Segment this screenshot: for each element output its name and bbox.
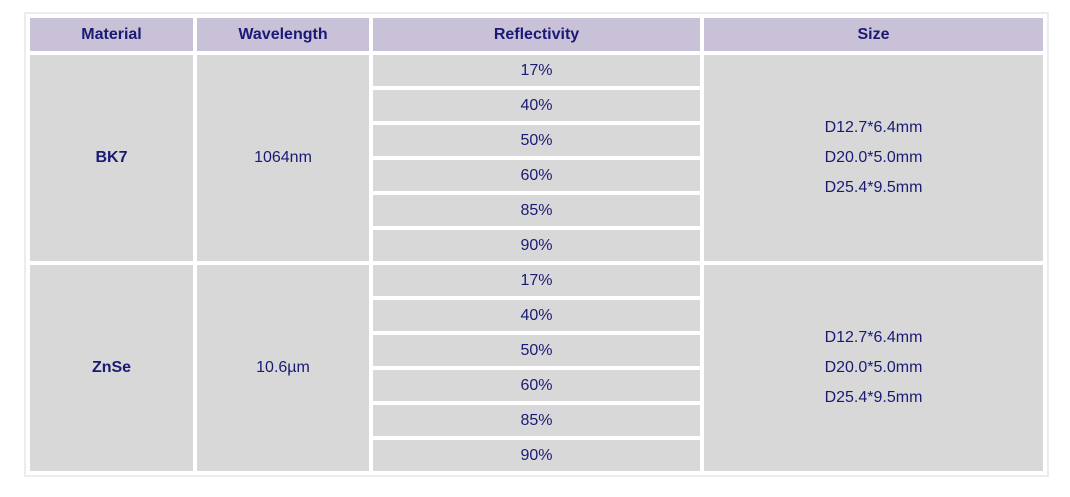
- size-lines: D12.7*6.4mm D20.0*5.0mm D25.4*9.5mm: [825, 323, 923, 413]
- material-cell: ZnSe: [30, 265, 193, 471]
- reflectivity-cell: 90%: [373, 440, 700, 471]
- reflectivity-cell: 50%: [373, 335, 700, 366]
- size-line: D12.7*6.4mm: [824, 119, 923, 136]
- spec-row: BK7 1064nm 17% D12.7*6.4mm D20.0*5.0mm D25.4*…: [30, 55, 1043, 261]
- size-cell: D12.7*6.4mm D20.0*5.0mm D25.4*9.5mm: [704, 55, 1043, 261]
- spec-row: 50%: [30, 335, 1043, 366]
- spec-row: 60%: [30, 370, 1043, 401]
- reflectivity-cell: 17%: [373, 55, 700, 86]
- reflectivity-cell: 17%: [373, 265, 700, 296]
- wavelength-cell: 10.6µm: [197, 265, 369, 471]
- spec-row: 50%: [30, 125, 1043, 156]
- reflectivity-cell: 60%: [373, 370, 700, 401]
- size-line: D25.4*9.5mm: [824, 389, 923, 406]
- size-line: D20.0*5.0mm: [824, 149, 923, 166]
- spec-row: 90%: [30, 440, 1043, 471]
- reflectivity-cell: 85%: [373, 405, 700, 436]
- reflectivity-cell: 40%: [373, 300, 700, 331]
- size-line: D12.7*6.4mm: [824, 329, 923, 346]
- spec-row: 85%: [30, 195, 1043, 226]
- header-row: Material Wavelength Reflectivity Size: [30, 18, 1043, 51]
- reflectivity-cell: 60%: [373, 160, 700, 191]
- size-cell: D12.7*6.4mm D20.0*5.0mm D25.4*9.5mm: [704, 265, 1043, 471]
- spec-row: 85%: [30, 405, 1043, 436]
- size-line: D20.0*5.0mm: [824, 359, 923, 376]
- header-wavelength: Wavelength: [197, 18, 369, 51]
- size-lines: D12.7*6.4mm D20.0*5.0mm D25.4*9.5mm: [825, 113, 923, 203]
- header-reflectivity: Reflectivity: [373, 18, 700, 51]
- header-material: Material: [30, 18, 193, 51]
- spec-row: ZnSe 10.6µm 17% D12.7*6.4mm D20.0*5.0mm D25.4…: [30, 265, 1043, 471]
- optics-spec-table: Material Wavelength Reflectivity Size BK…: [24, 12, 1049, 477]
- wavelength-cell: 1064nm: [197, 55, 369, 261]
- spec-row: 60%: [30, 160, 1043, 191]
- spec-row: 40%: [30, 300, 1043, 331]
- reflectivity-cell: 50%: [373, 125, 700, 156]
- reflectivity-cell: 90%: [373, 230, 700, 261]
- spec-row: 90%: [30, 230, 1043, 261]
- spec-row: 40%: [30, 90, 1043, 121]
- size-line: D25.4*9.5mm: [824, 179, 923, 196]
- reflectivity-cell: 40%: [373, 90, 700, 121]
- reflectivity-cell: 85%: [373, 195, 700, 226]
- material-cell: BK7: [30, 55, 193, 261]
- header-size: Size: [704, 18, 1043, 51]
